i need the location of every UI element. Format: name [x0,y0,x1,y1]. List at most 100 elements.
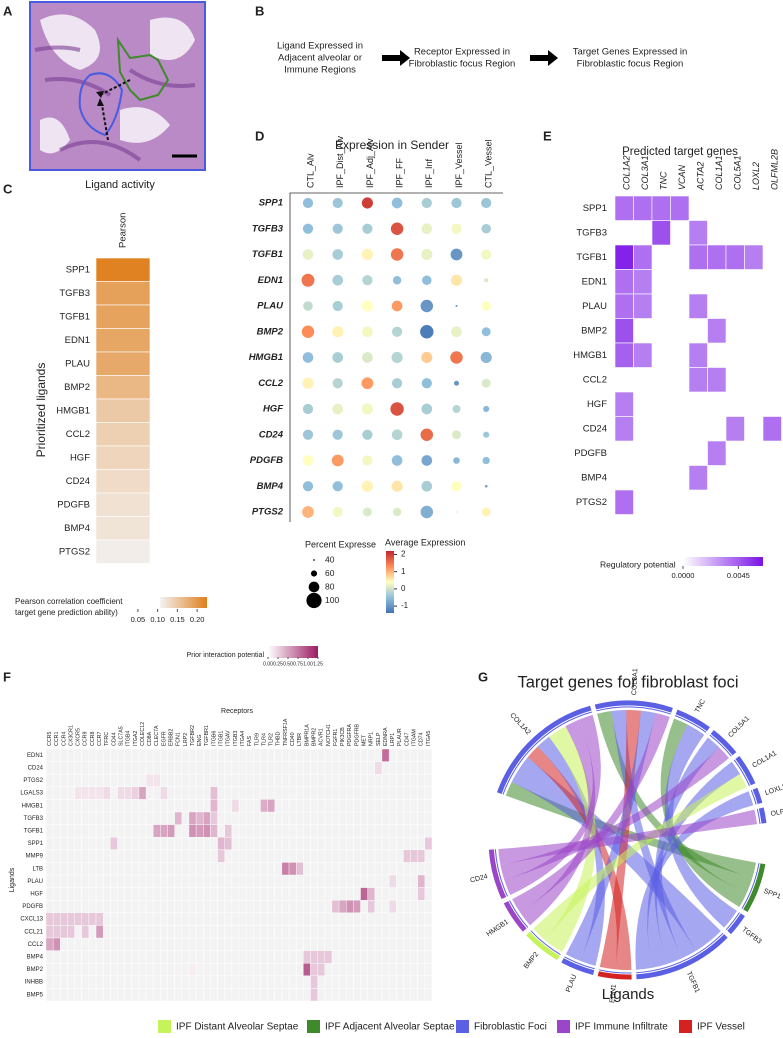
dot [451,197,462,209]
legend-swatch [456,1020,469,1033]
chord-ribbon [599,710,642,970]
heat-cell [45,912,54,926]
column-label: ITGB3 [233,731,239,746]
heat-cell [60,912,68,926]
dot [421,248,433,261]
heat-cell [367,900,376,914]
dot [302,481,314,492]
target-label: LOXL2 [764,783,783,797]
dot [391,480,403,492]
heat-cell [614,489,634,515]
heat-cell [95,281,151,306]
row-label: PDGFB [57,499,90,510]
dot [390,402,404,416]
dot [332,197,343,209]
target-label: COL1A2 [508,712,531,737]
dot [361,480,373,492]
dot [451,223,462,234]
row-label: BMP4 [64,523,90,534]
column-label: TGFBR1 [204,725,210,746]
row-label: PTGS2 [23,778,43,784]
heat-cell [281,862,290,876]
heat-cell [95,398,151,423]
column-label: ITGB6 [211,731,217,746]
column-label: LOXL2 [751,162,761,190]
row-label: CCL21 [24,929,43,935]
column-label: ITGA4 [240,731,246,746]
ligand-label: EDN1 [609,984,618,1003]
dot [480,351,492,364]
heat-cell [95,912,104,926]
axis-frame [289,192,503,522]
dot [453,380,460,386]
image-arrow-head [96,91,104,106]
column-label: BMPR2 [311,728,317,746]
column-label: CTL_Alv [305,153,315,188]
heat-cell [388,900,397,914]
column-label: ERBB2 [168,729,174,746]
dot [482,456,490,465]
heat-cell [374,761,383,775]
colorbar-tick-label: 0.15 [170,615,185,624]
heat-cell [117,786,125,800]
dot [481,197,492,209]
heat-cell [633,342,653,368]
column-label: FGFR1 [333,729,339,746]
dot [332,274,344,286]
target-arc [675,709,710,732]
heat-cell [45,925,54,939]
heat-cell [310,950,318,964]
row-label: CXCL13 [20,917,43,923]
target-ring [596,706,671,715]
heat-cell [81,925,90,939]
row-label: TGFB3 [576,227,607,238]
row-label: CD24 [66,476,90,487]
dot [451,481,462,492]
heat-cell [203,824,211,838]
row-label: BMP4 [27,954,44,960]
heat-cell [102,786,111,800]
histology-image [29,1,206,171]
column-label: TLR4 [261,733,267,746]
dot [391,300,403,312]
column-label: ITGA2 [133,731,139,746]
legend-label: IPF Distant Alveolar Septae [176,1022,299,1033]
heat-cell [744,244,764,270]
dot [391,351,403,364]
size-legend-dot [310,570,318,577]
column-label: COLEC12 [140,722,146,746]
panel-letter: D [255,128,264,143]
dot [332,352,344,363]
dot [420,505,434,519]
column-label: PLAUR [397,728,403,746]
column-label: CXCR5 [76,728,82,746]
column-label: ITGB4 [126,731,132,746]
row-label: CD24 [583,423,607,434]
target-label: COL3A1 [631,668,639,695]
heat-cell [303,963,311,977]
row-label: HGF [30,891,43,897]
row-label: CCL2 [66,429,90,440]
dot [332,300,343,312]
dot [481,378,491,388]
dot [483,405,490,413]
row-label: PDGFB [574,448,607,459]
dot [332,506,343,518]
dot [422,275,432,286]
dot [332,378,343,389]
colorbar-tick-label: 1 [401,567,406,576]
size-legend-label: 40 [325,554,335,564]
colorbar-title: Pearson correlation coefficient [15,597,123,606]
dot [455,304,458,308]
chart-title: Expression in Sender [335,138,449,152]
row-label: PLAU [27,879,43,885]
dot [421,223,433,235]
chord-ribbon [611,710,697,959]
heat-cell [74,786,82,800]
row-label: HGF [70,452,90,463]
heat-cell [153,824,161,838]
heat-cell [88,786,97,800]
legend-title: Prior interaction potential [187,652,265,659]
dot [420,299,434,313]
dot [390,248,404,261]
